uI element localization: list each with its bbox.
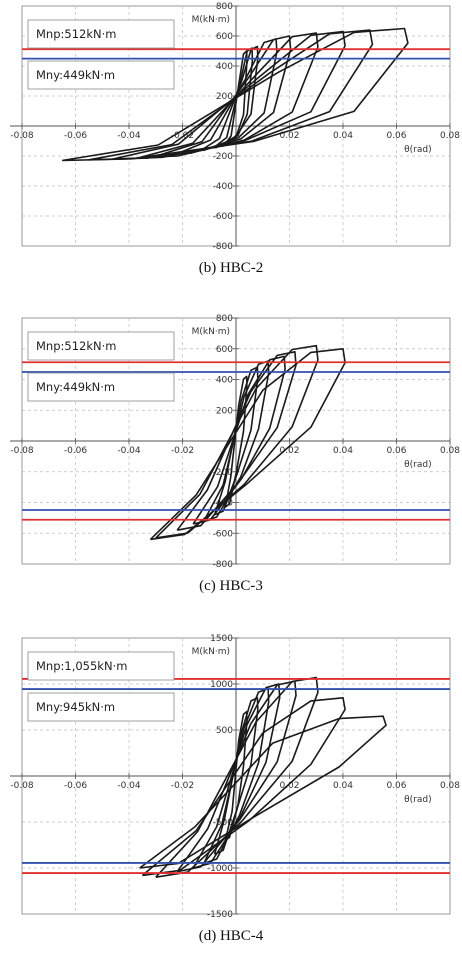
x-tick-label: -0.08 [10,131,34,141]
y-tick-label: 600 [216,32,233,42]
y-tick-label: 200 [216,92,233,102]
y-tick-label: 800 [216,2,233,12]
x-tick-label: -0.04 [117,131,141,141]
x-tick-label: -0.04 [117,781,141,791]
y-tick-label: 500 [216,726,233,736]
reference-label-box [27,372,175,402]
x-tick-label: 0.02 [279,781,299,791]
x-tick-label: -0.06 [64,446,88,456]
y-axis-label: M(kN·m) [192,647,230,657]
reference-label-box [27,651,175,681]
x-tick-label: 0.08 [440,781,460,791]
reference-label: Mnp:1,055kN·m [36,659,127,673]
reference-label: Mny:449kN·m [36,380,115,394]
y-tick-label: -600 [213,212,234,222]
x-tick-label: 0.06 [386,781,406,791]
y-tick-label: 600 [216,345,233,355]
x-tick-label: -0.08 [10,781,34,791]
y-tick-label: -1500 [207,910,233,920]
x-tick-label: 0.08 [440,446,460,456]
x-tick-label: -0.06 [64,131,88,141]
hysteresis-loop [192,683,281,869]
y-tick-label: -1000 [207,864,233,874]
y-tick-label: 400 [216,376,233,386]
reference-label-box [27,692,175,722]
chart-caption: (c) HBC-3 [199,578,263,594]
y-axis-label: M(kN·m) [192,327,230,337]
x-axis-label: θ(rad) [404,460,431,470]
x-tick-label: -0.02 [171,446,194,456]
y-tick-label: 400 [216,62,233,72]
y-tick-label: -200 [213,152,234,162]
x-tick-label: 0.06 [386,446,406,456]
y-axis-label: M(kN·m) [192,15,230,25]
y-tick-label: 1000 [210,680,233,690]
reference-label-box [27,19,175,49]
reference-label-box [27,331,175,361]
chart-caption: (d) HBC-4 [199,928,264,944]
reference-label-box [27,60,175,90]
x-tick-label: 0.06 [386,131,406,141]
y-tick-label: -400 [213,182,234,192]
y-tick-label: -800 [213,560,234,570]
x-tick-label: -0.06 [64,781,88,791]
x-tick-label: -0.02 [171,781,194,791]
reference-label: Mnp:512kN·m [36,339,116,353]
x-tick-label: -0.04 [117,446,141,456]
x-tick-label: 0.08 [440,131,460,141]
reference-label: Mny:449kN·m [36,68,115,82]
hysteresis-loop [61,27,409,162]
x-axis-label: θ(rad) [404,145,431,155]
hysteresis-loop [139,715,387,869]
y-tick-label: -600 [213,529,234,539]
hysteresis-loop [141,697,346,877]
x-tick-label: -0.08 [10,446,34,456]
y-tick-label: 1500 [210,634,233,644]
reference-label: Mnp:512kN·m [36,27,116,41]
x-tick-label: 0.04 [333,131,353,141]
hysteresis-loop [155,676,319,878]
y-tick-label: 200 [216,406,233,416]
y-tick-label: 800 [216,314,233,324]
x-tick-label: 0.04 [333,781,353,791]
x-tick-label: 0.02 [279,131,299,141]
x-tick-label: 0.02 [279,446,299,456]
chart-caption: (b) HBC-2 [199,260,264,276]
x-axis-label: θ(rad) [404,795,431,805]
chart-hbc-2: -0.08 -0.06 -0.04 -0.02 0.02 0.04 0.06 0.088006… [10,2,460,276]
chart-hbc-3: -0.08 -0.06 -0.04 -0.02 0.02 0.04 0.06 0.08 800 6… [10,314,460,594]
chart-hbc-4: -0.08 -0.06 -0.04 -0.02 0.02 0.04 0.06 0.08 1500… [10,634,460,944]
reference-label: Mny:945kN·m [36,700,115,714]
x-tick-label: 0.04 [333,446,353,456]
y-tick-label: -800 [213,242,234,252]
